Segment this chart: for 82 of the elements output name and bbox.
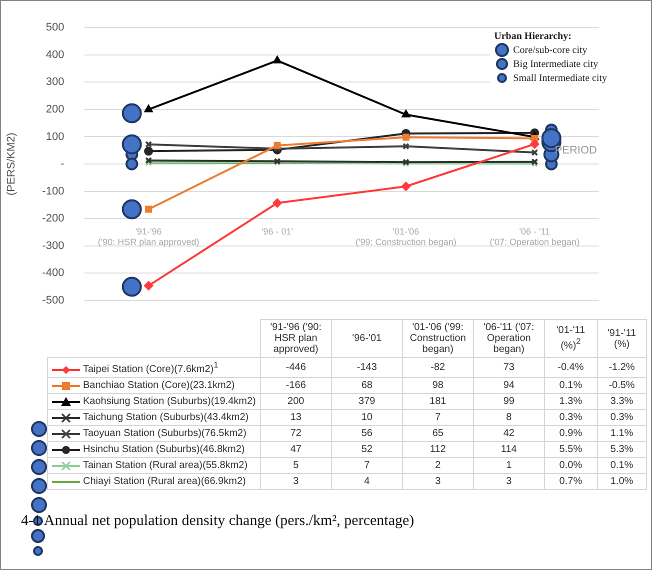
text: 65 [402, 426, 474, 442]
text: 114 [473, 442, 544, 458]
text: 379 [331, 394, 402, 410]
text: -166 [260, 378, 332, 394]
legend-title: Urban Hierarchy: [494, 31, 572, 42]
legend-label: Small Intermediate city [513, 72, 607, 84]
legend-label: Tainan Station (Rural area)(55.8km2) [83, 460, 248, 472]
text: 52 [331, 442, 402, 458]
text: 13 [260, 410, 332, 426]
text: 5 [260, 458, 332, 474]
y-tick-label: -100 [42, 185, 64, 198]
text: '91-'96 ('90: HSR plan approved) [260, 320, 332, 358]
text: 200 [260, 394, 332, 410]
y-tick-label: -200 [42, 212, 64, 225]
text: 0.3% [597, 410, 646, 426]
legend-label: Taichung Station (Suburbs)(43.4km2) [83, 412, 249, 424]
text: -1.2% [597, 358, 646, 378]
text: 94 [473, 378, 544, 394]
text: 1.1% [597, 426, 646, 442]
text: 2 [402, 458, 474, 474]
text: 98 [402, 378, 474, 394]
text: -0.5% [597, 378, 646, 394]
y-tick-label: - [60, 158, 65, 170]
text: 0.3% [544, 410, 598, 426]
text: 0.0% [544, 458, 598, 474]
legend-label: Big Intermediate city [513, 58, 598, 70]
x-tick-label: '96 - 01' [262, 226, 294, 236]
legend-label: Core/sub-core city [513, 44, 588, 56]
text: 112 [402, 442, 474, 458]
text: 0.7% [544, 474, 598, 490]
text: 1.3% [544, 394, 598, 410]
text: 4 [331, 474, 402, 490]
text: -143 [331, 358, 402, 378]
y-tick-label: 300 [46, 76, 64, 88]
text: 5.5% [544, 442, 598, 458]
text: '01-'11 (%)$^{2}$ [544, 320, 598, 358]
text: -82 [402, 358, 474, 378]
legend-label: Taoyuan Station (Suburbs)(76.5km2) [83, 428, 246, 440]
x-tick-label: '01-'06 ('99: Construction began) [356, 226, 456, 248]
text: 3 [473, 474, 544, 490]
y-tick-label: -400 [42, 267, 64, 280]
x-tick-label: '06 - '11 ('07: Operation began) [490, 226, 580, 248]
y-tick-label: 500 [46, 22, 64, 34]
text: 7 [402, 410, 474, 426]
text: 3.3% [597, 394, 646, 410]
text: -446 [260, 358, 332, 378]
text: 0.1% [544, 378, 598, 394]
text: 181 [402, 394, 474, 410]
y-tick-label: 100 [46, 130, 64, 143]
text: 73 [473, 358, 544, 378]
text: 5.3% [597, 442, 646, 458]
legend-label: Hsinchu Station (Suburbs)(46.8km2) [83, 444, 245, 456]
x-tick-label: '91-'96 ('90: HSR plan approved) [98, 226, 200, 248]
text: '96-'01 [331, 320, 402, 358]
text: 0.1% [597, 458, 646, 474]
y-tick-label: 400 [46, 48, 64, 61]
text: 3 [402, 474, 474, 490]
y-tick-label: -300 [42, 240, 64, 252]
y-axis-title: (PERS/KM2) [6, 132, 18, 196]
text: 72 [260, 426, 332, 442]
text: 7 [331, 458, 402, 474]
text: 68 [331, 378, 402, 394]
legend-label: Banchiao Station (Core)(23.1km2) [83, 380, 235, 392]
text: 8 [473, 410, 544, 426]
text: 3 [260, 474, 332, 490]
text: 1 [473, 458, 544, 474]
text: -0.4% [544, 358, 598, 378]
legend-label: Kaohsiung Station (Suburbs)(19.4km2) [83, 396, 256, 408]
text: '01-'06 ('99: Construction began) [402, 320, 474, 358]
legend-label: Chiayi Station (Rural area)(66.9km2) [83, 476, 246, 488]
text: 10 [331, 410, 402, 426]
text: 99 [473, 394, 544, 410]
text: 42 [473, 426, 544, 442]
y-tick-label: -500 [42, 294, 64, 306]
text: 1.0% [597, 474, 646, 490]
y-tick-label: 200 [46, 103, 64, 116]
legend-label: Taipei Station (Core)(7.6km2)$^{1}$ [83, 360, 218, 376]
text: 47 [260, 442, 332, 458]
text: 0.9% [544, 426, 598, 442]
text: 56 [331, 426, 402, 442]
text: '91-'11 (%) [597, 320, 646, 358]
text: '06-'11 ('07: Operation began) [473, 320, 544, 358]
